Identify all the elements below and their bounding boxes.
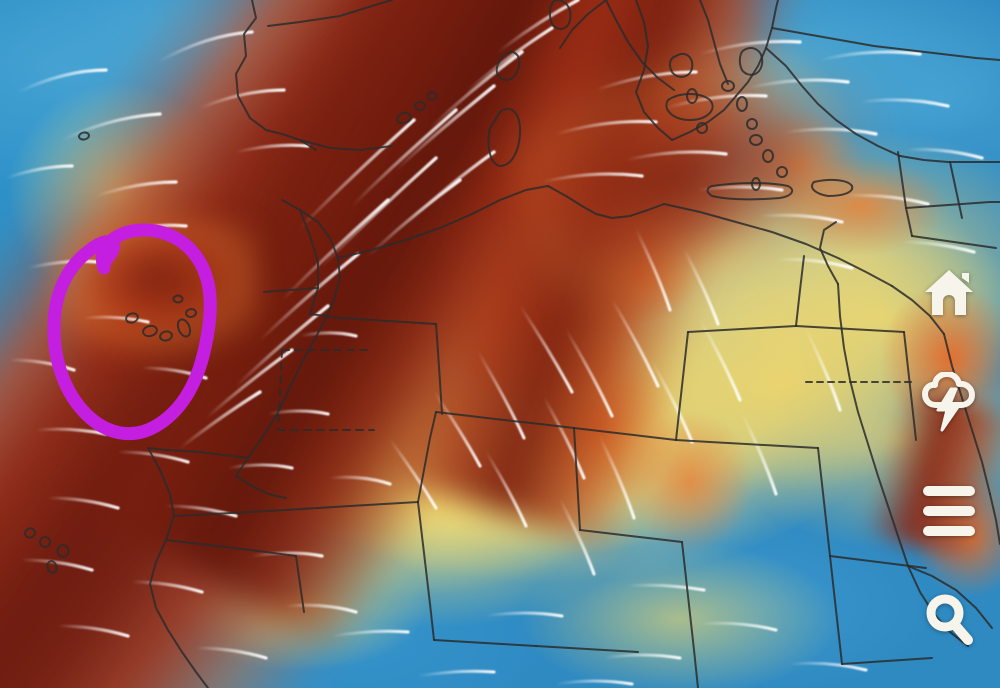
icon-rail <box>914 262 984 650</box>
search-button[interactable] <box>918 588 980 650</box>
thunderstorm-button[interactable] <box>918 372 980 434</box>
search-icon <box>923 592 975 646</box>
menu-bar-3 <box>923 526 975 536</box>
menu-bar-1 <box>923 486 975 496</box>
home-button[interactable] <box>918 262 980 324</box>
dust-plume-canary <box>40 220 260 386</box>
menu-bar-2 <box>923 506 975 516</box>
hamburger-menu-button[interactable] <box>918 482 980 540</box>
thunderstorm-icon <box>920 372 978 434</box>
home-icon <box>921 267 977 319</box>
hamburger-menu-icon <box>923 481 975 541</box>
